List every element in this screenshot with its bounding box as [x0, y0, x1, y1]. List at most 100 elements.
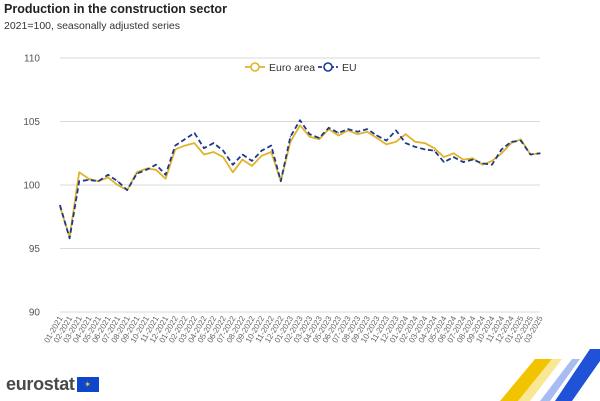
- data-point: [424, 148, 426, 151]
- data-point: [357, 131, 359, 133]
- data-point: [88, 179, 90, 181]
- series-lines: [59, 119, 541, 240]
- data-point: [155, 169, 157, 171]
- data-point: [414, 146, 416, 148]
- legend-item-eu[interactable]: EU: [318, 62, 357, 74]
- data-point: [299, 124, 301, 126]
- data-point: [107, 174, 109, 176]
- data-point: [184, 138, 186, 140]
- y-axis: 90 95 100 105 110: [23, 54, 40, 319]
- data-point: [117, 180, 119, 182]
- eurostat-logo: eurostat ✶: [6, 374, 99, 395]
- data-point: [107, 176, 109, 178]
- y-tick-label: 90: [29, 308, 41, 319]
- data-point: [145, 169, 147, 171]
- series-line-eu: [59, 119, 541, 240]
- data-point: [126, 189, 128, 191]
- data-point: [155, 164, 157, 166]
- data-point: [261, 155, 263, 157]
- data-point: [251, 160, 253, 162]
- x-axis: 01-202102-202103-202104-202105-202106-20…: [42, 314, 545, 344]
- data-point: [318, 137, 320, 139]
- y-tick-label: 105: [23, 117, 40, 128]
- data-point: [501, 148, 503, 151]
- y-tick-label: 95: [29, 244, 41, 255]
- legend-marker-icon: [323, 62, 333, 72]
- data-point: [309, 133, 311, 135]
- data-point: [193, 142, 195, 144]
- data-point: [385, 143, 387, 145]
- data-point: [453, 156, 455, 158]
- data-point: [270, 145, 272, 147]
- data-point: [337, 132, 339, 134]
- data-point: [184, 145, 186, 147]
- data-point: [501, 152, 503, 154]
- data-point: [222, 156, 224, 158]
- logo-text: eurostat: [6, 374, 75, 394]
- data-point: [539, 152, 541, 154]
- data-point: [462, 159, 464, 161]
- data-point: [510, 142, 512, 144]
- legend-label: Euro area: [269, 62, 315, 74]
- data-point: [117, 184, 119, 186]
- data-point: [347, 128, 349, 130]
- data-point: [424, 142, 426, 144]
- data-point: [472, 157, 474, 159]
- data-point: [59, 204, 61, 206]
- data-point: [241, 153, 243, 156]
- data-point: [213, 142, 215, 144]
- page-subtitle: 2021=100, seasonally adjusted series: [4, 20, 180, 32]
- data-point: [481, 162, 483, 165]
- data-point: [213, 151, 215, 153]
- data-point: [376, 134, 378, 137]
- data-point: [69, 237, 71, 239]
- data-point: [433, 147, 435, 149]
- data-point: [481, 164, 483, 166]
- data-point: [491, 160, 493, 162]
- data-point: [299, 119, 301, 121]
- data-point: [203, 147, 205, 149]
- data-point: [174, 145, 176, 147]
- data-point: [232, 171, 234, 173]
- data-point: [453, 152, 455, 154]
- data-point: [270, 151, 272, 153]
- data-point: [395, 141, 397, 143]
- data-point: [510, 141, 512, 143]
- data-point: [491, 164, 493, 166]
- data-point: [165, 174, 167, 176]
- series-line-euro-area: [59, 124, 541, 239]
- data-point: [328, 127, 330, 129]
- data-point: [203, 153, 205, 156]
- data-point: [193, 132, 195, 134]
- data-point: [251, 165, 253, 167]
- data-point: [318, 138, 320, 140]
- data-point: [405, 133, 407, 135]
- data-point: [395, 129, 397, 131]
- data-point: [366, 128, 368, 130]
- data-point: [97, 180, 99, 182]
- data-point: [472, 159, 474, 161]
- legend-item-euro-area[interactable]: Euro area: [245, 62, 315, 74]
- legend[interactable]: Euro area EU: [245, 62, 357, 74]
- data-point: [241, 159, 243, 161]
- data-point: [414, 141, 416, 143]
- data-point: [165, 178, 167, 180]
- data-point: [337, 134, 339, 137]
- data-point: [174, 148, 176, 151]
- eu-flag-icon: ✶: [76, 377, 99, 392]
- data-point: [136, 172, 138, 175]
- data-point: [443, 161, 445, 163]
- page-title: Production in the construction sector: [4, 2, 227, 16]
- legend-label: EU: [342, 62, 357, 74]
- data-point: [88, 178, 90, 180]
- data-point: [405, 142, 407, 144]
- data-point: [357, 133, 359, 135]
- data-point: [520, 138, 522, 140]
- data-point: [261, 150, 263, 152]
- grid: [60, 57, 540, 313]
- data-point: [443, 156, 445, 158]
- data-point: [232, 164, 234, 166]
- data-point: [520, 139, 522, 142]
- legend-marker-icon: [250, 62, 260, 72]
